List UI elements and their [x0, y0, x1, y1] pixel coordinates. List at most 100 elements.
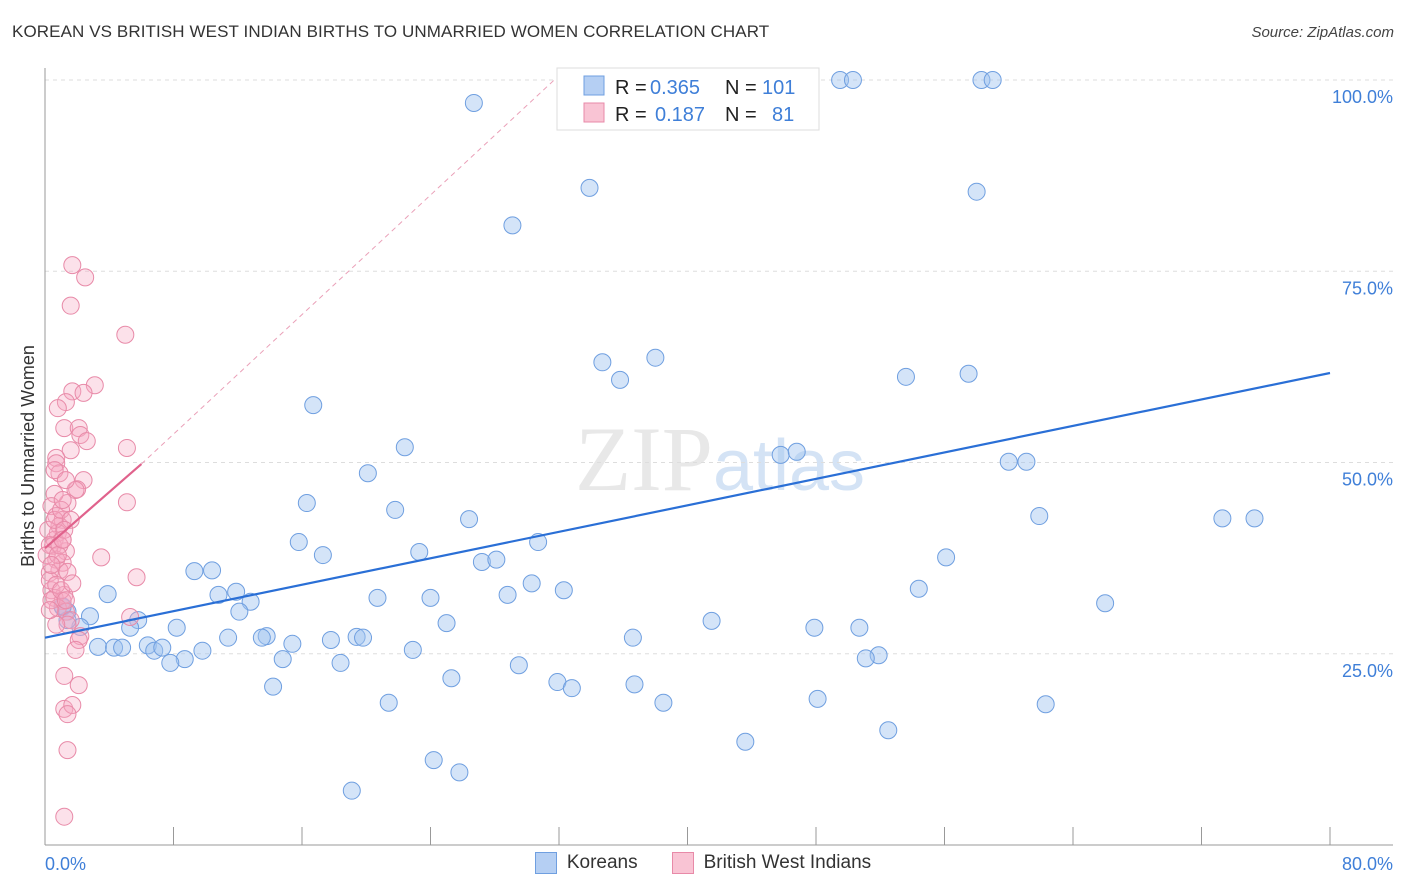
- korean-point: [193, 641, 212, 660]
- bwi-point: [50, 464, 69, 483]
- korean-point: [805, 618, 824, 637]
- legend-n-label: N =: [725, 77, 757, 99]
- korean-point: [623, 628, 642, 647]
- korean-point: [702, 611, 721, 630]
- korean-point: [937, 548, 956, 567]
- bwi-point: [61, 296, 80, 315]
- korean-point: [410, 543, 429, 562]
- bwi-point: [40, 571, 59, 590]
- y-tick-label: 25.0%: [1342, 661, 1393, 681]
- legend-label-koreans: Koreans: [566, 852, 638, 873]
- bwi-point: [61, 510, 80, 529]
- korean-point: [113, 638, 132, 657]
- bwi-point: [74, 383, 93, 402]
- korean-point: [313, 546, 332, 565]
- bwi-point: [42, 497, 61, 516]
- bwi-point: [58, 562, 77, 581]
- korean-point: [354, 628, 373, 647]
- bwi-point: [42, 556, 61, 575]
- y-tick-label: 75.0%: [1342, 278, 1393, 298]
- korean-point: [283, 634, 302, 653]
- bwi-point: [66, 640, 85, 659]
- bottom-legend: Koreans British West Indians: [0, 852, 1406, 874]
- korean-point: [808, 689, 827, 708]
- bwi-trend-extension: [141, 79, 555, 465]
- bwi-point: [69, 676, 88, 695]
- bwi-trend-line: [44, 463, 143, 550]
- legend-swatch-bwi: [583, 102, 605, 123]
- bwi-point: [116, 325, 135, 344]
- bwi-point: [69, 419, 88, 438]
- korean-point: [424, 751, 443, 770]
- korean-point: [646, 348, 665, 367]
- korean-point: [153, 638, 172, 657]
- korean-point: [89, 637, 108, 656]
- korean-point: [850, 618, 869, 637]
- watermark: ZIPatlas: [575, 408, 865, 510]
- korean-point: [437, 614, 456, 633]
- korean-point: [219, 628, 238, 647]
- legend-box: R = 0.365 N = 101 R = 0.187 N = 81: [556, 67, 820, 131]
- legend-r-value-bwi: 0.187: [655, 104, 705, 126]
- korean-point: [464, 93, 483, 112]
- korean-point: [967, 182, 986, 201]
- bwi-point: [45, 461, 64, 480]
- bwi-point: [121, 608, 140, 627]
- korean-point: [831, 71, 850, 89]
- korean-point: [856, 649, 875, 668]
- korean-point: [403, 640, 422, 659]
- korean-point: [1036, 695, 1055, 714]
- legend-r-label: R =: [615, 104, 647, 126]
- y-axis-label: Births to Unmarried Women: [18, 345, 38, 567]
- y-tick-label: 50.0%: [1342, 470, 1393, 490]
- korean-point: [487, 550, 506, 569]
- korean-point: [321, 630, 340, 649]
- korean-point: [1213, 509, 1232, 528]
- bwi-point: [117, 493, 136, 512]
- korean-point: [304, 396, 323, 415]
- korean-point: [625, 675, 644, 694]
- bwi-point: [63, 382, 82, 401]
- korean-point: [460, 510, 479, 529]
- bwi-point: [63, 696, 82, 715]
- korean-point: [787, 442, 806, 461]
- bwi-point: [40, 601, 59, 620]
- korean-point: [736, 732, 755, 751]
- korean-point: [241, 592, 260, 611]
- korean-point: [472, 552, 491, 571]
- legend-label-bwi: British West Indians: [703, 852, 872, 873]
- bwi-point: [47, 454, 66, 473]
- korean-point: [503, 216, 522, 235]
- korean-point: [230, 602, 249, 621]
- x-tick-label-min: 0.0%: [45, 854, 86, 874]
- korean-point: [227, 582, 246, 601]
- bwi-point: [63, 256, 82, 275]
- korean-point: [879, 721, 898, 740]
- korean-trend-line: [44, 371, 1331, 639]
- korean-point: [498, 585, 517, 604]
- bwi-point: [92, 548, 111, 567]
- legend-n-label: N =: [725, 104, 757, 126]
- korean-point: [342, 781, 361, 800]
- chart-title: KOREAN VS BRITISH WEST INDIAN BIRTHS TO …: [12, 22, 770, 41]
- korean-point: [959, 364, 978, 383]
- korean-point: [1096, 594, 1115, 613]
- legend-swatch-koreans: [534, 852, 557, 874]
- bwi-point: [66, 481, 85, 500]
- legend-item-bwi: British West Indians: [671, 852, 872, 874]
- legend-n-value-koreans: 101: [762, 77, 795, 99]
- korean-point: [522, 574, 541, 593]
- bwi-point: [56, 471, 75, 490]
- korean-point: [252, 628, 271, 647]
- korean-point: [999, 452, 1018, 471]
- korean-point: [161, 653, 180, 672]
- korean-point: [843, 71, 862, 89]
- korean-point: [909, 579, 928, 598]
- korean-point: [264, 677, 283, 696]
- korean-point: [1245, 509, 1264, 528]
- korean-point: [983, 71, 1002, 89]
- korean-point: [580, 178, 599, 197]
- korean-point: [203, 561, 222, 580]
- korean-point: [98, 585, 117, 604]
